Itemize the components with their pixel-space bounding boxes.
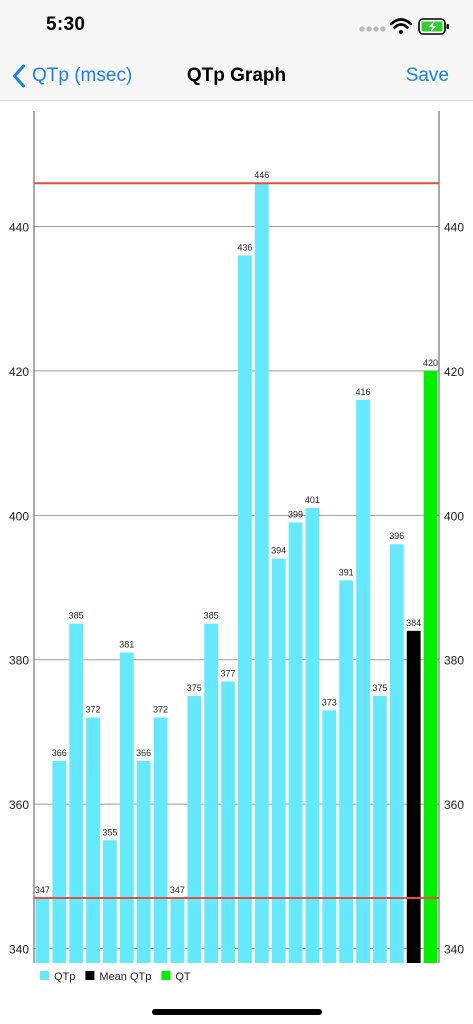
status-bar: 5:30 — [0, 0, 473, 52]
status-icons — [359, 16, 451, 36]
bar-value-label: 396 — [389, 531, 404, 541]
legend-swatch — [85, 971, 95, 980]
bar — [52, 760, 67, 963]
bar-value-label: 347 — [170, 885, 185, 895]
home-indicator[interactable] — [152, 1009, 322, 1015]
bar-value-label: 391 — [339, 567, 354, 577]
bar — [238, 255, 252, 963]
bar — [389, 544, 404, 963]
y-tick-label-left: 440 — [9, 221, 29, 235]
bar — [406, 630, 421, 963]
bar — [356, 399, 370, 963]
bar-value-label: 355 — [102, 827, 117, 837]
bar — [136, 760, 151, 963]
bar — [305, 508, 320, 963]
bar-value-label: 420 — [423, 358, 438, 368]
wifi-icon — [389, 18, 413, 34]
bar-value-label: 375 — [187, 683, 202, 693]
bar-value-label: 372 — [86, 705, 101, 715]
bar — [170, 898, 185, 963]
bar — [221, 681, 235, 963]
bar — [288, 522, 303, 963]
bar-value-label: 436 — [237, 242, 252, 252]
bar-value-label: 347 — [35, 885, 50, 895]
bar — [254, 183, 269, 964]
bar — [322, 710, 337, 963]
y-tick-label-right: 380 — [444, 654, 464, 668]
bar-value-label: 377 — [221, 668, 236, 678]
y-tick-label-right: 440 — [444, 221, 464, 235]
signal-dots-icon — [359, 26, 386, 32]
legend-swatch — [161, 971, 171, 980]
battery-charging-icon — [418, 18, 449, 35]
y-tick-label-left: 360 — [9, 798, 29, 812]
bar — [119, 652, 134, 963]
bar-value-label: 446 — [254, 170, 269, 180]
legend-label: QT — [175, 971, 191, 983]
bar-value-label: 384 — [406, 618, 421, 628]
bar-value-label: 385 — [204, 611, 219, 621]
y-tick-label-right: 400 — [444, 509, 464, 523]
save-button[interactable]: Save — [405, 65, 449, 86]
bar — [423, 370, 438, 963]
bar-value-label: 366 — [52, 748, 67, 758]
y-tick-label-left: 400 — [9, 509, 29, 523]
y-tick-label-left: 380 — [9, 654, 29, 668]
qtp-chart: 340 340 360 360 380 380 400 400 420 420 440 440 347 3… — [0, 101, 473, 983]
chevron-left-icon — [13, 64, 25, 88]
bar — [69, 623, 84, 963]
legend-label: Mean QTp — [99, 971, 151, 983]
bar-value-label: 394 — [271, 546, 286, 556]
bar-value-label: 385 — [69, 611, 84, 621]
bar — [204, 623, 219, 963]
bar — [271, 558, 286, 963]
bar-value-label: 366 — [136, 748, 151, 758]
y-tick-label-right: 340 — [444, 943, 464, 957]
bar-value-label: 373 — [322, 697, 337, 707]
chart-svg: 340 340 360 360 380 380 400 400 420 420 440 440 347 3… — [9, 111, 464, 983]
status-time: 5:30 — [46, 14, 86, 35]
bar — [373, 695, 387, 963]
navigation-bar: QTp (msec) QTp Graph Save — [0, 52, 473, 101]
back-button-label: QTp (msec) — [32, 65, 133, 86]
y-tick-label-left: 420 — [9, 365, 29, 379]
bar — [153, 717, 168, 963]
bar-value-label: 399 — [288, 510, 303, 520]
bar — [187, 695, 202, 963]
legend-label: QTp — [54, 971, 75, 983]
y-tick-label-right: 360 — [444, 798, 464, 812]
back-button[interactable]: QTp (msec) — [12, 52, 132, 100]
bar — [103, 840, 117, 963]
bar-value-label: 375 — [372, 683, 387, 693]
bar — [86, 717, 100, 963]
bar-value-label: 381 — [119, 640, 134, 650]
bar — [35, 898, 50, 963]
bar-value-label: 401 — [305, 495, 320, 505]
bar — [339, 580, 354, 963]
y-tick-label-left: 340 — [9, 943, 29, 957]
y-tick-label-right: 420 — [444, 365, 464, 379]
legend-swatch — [40, 971, 49, 980]
bar-value-label: 372 — [153, 705, 168, 715]
bar-value-label: 416 — [356, 387, 371, 397]
